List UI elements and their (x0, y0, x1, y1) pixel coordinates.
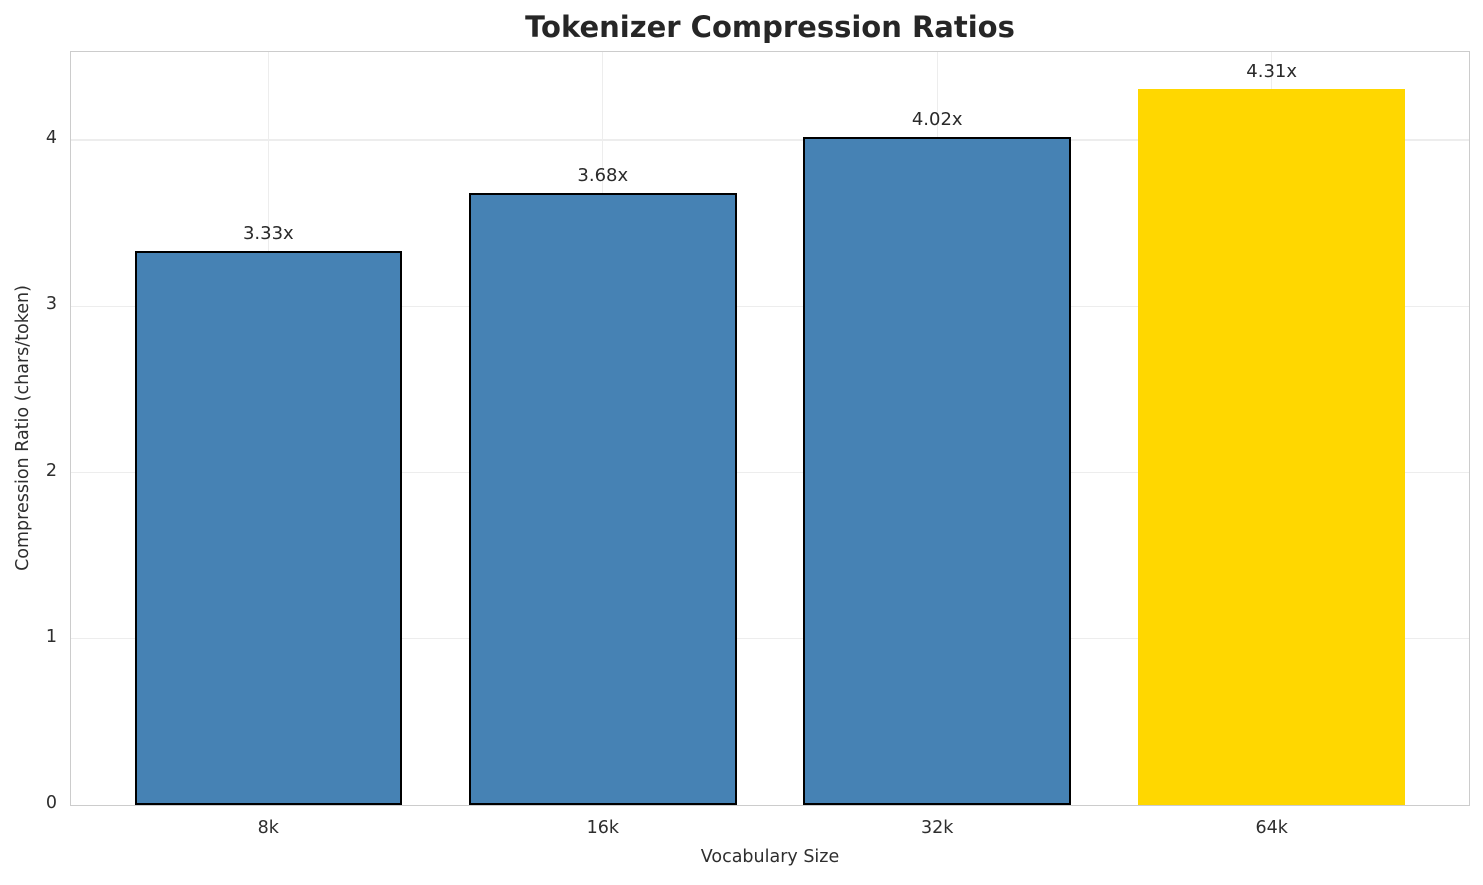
y-tick-label: 1 (45, 626, 57, 647)
gridline-horizontal (71, 305, 1469, 307)
bar-value-label-32k: 4.02x (911, 108, 963, 130)
bar-value-label-64k: 4.31x (1246, 60, 1298, 82)
x-tick-label-64k: 64k (1255, 818, 1288, 838)
bar-16k (468, 193, 737, 805)
gridline-horizontal (71, 471, 1469, 474)
bar-32k (803, 136, 1071, 805)
y-axis-label: Compression Ratio (chars/token) (13, 285, 33, 571)
gridline-horizontal (71, 139, 1469, 141)
bar-value-label-8k: 3.33x (242, 223, 294, 245)
y-tick-label: 4 (45, 128, 57, 149)
plot-area: 3.33x 3.68x 4.02x 4.31x (70, 51, 1470, 806)
x-tick-label-8k: 8k (257, 818, 279, 838)
y-tick-label: 3 (45, 294, 57, 315)
bar-8k (134, 251, 403, 805)
gridline-horizontal (71, 638, 1469, 640)
chart-title: Tokenizer Compression Ratios (525, 10, 1015, 44)
bar-value-label-16k: 3.68x (577, 165, 629, 187)
x-axis-label: Vocabulary Size (700, 847, 840, 867)
bar-64k (1137, 88, 1406, 805)
y-tick-label: 2 (45, 460, 57, 481)
y-tick-label: 0 (45, 793, 57, 813)
x-tick-label-32k: 32k (921, 818, 954, 838)
x-tick-label-16k: 16k (586, 818, 619, 838)
